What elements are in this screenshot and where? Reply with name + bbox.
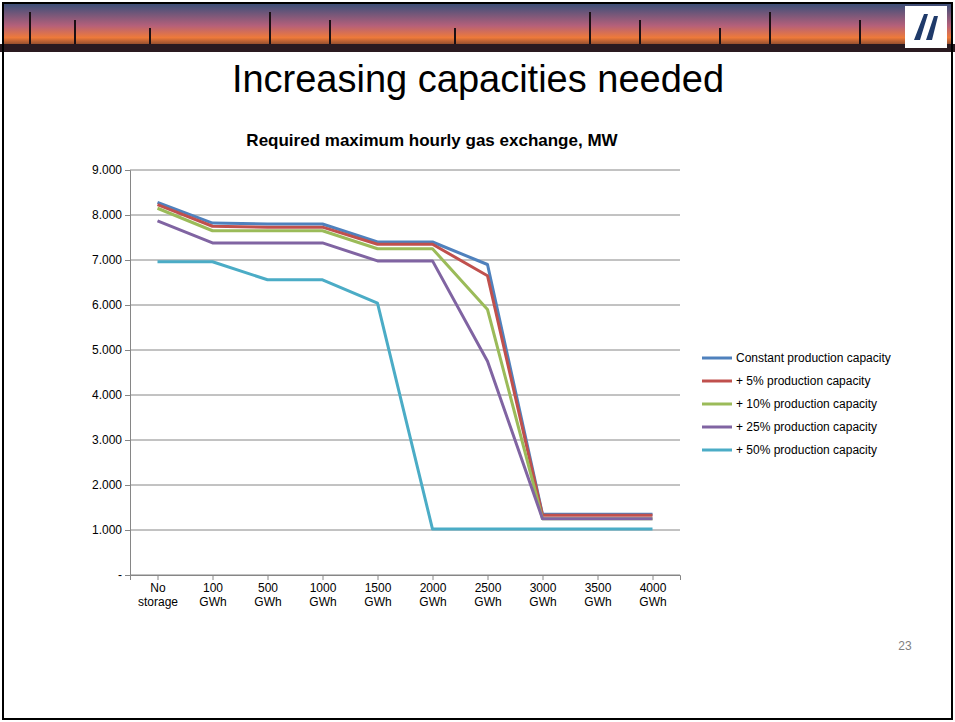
series-line: [158, 205, 653, 516]
logo-glyph: [914, 14, 938, 40]
legend-swatch: [702, 449, 732, 452]
legend-label: + 5% production capacity: [736, 374, 870, 388]
logo: [905, 6, 947, 48]
grid-line: [130, 305, 680, 306]
y-tick-mark: [125, 260, 130, 261]
x-tick-mark: [488, 575, 489, 580]
x-tick: 3500GWh: [584, 575, 611, 609]
legend-swatch: [702, 380, 732, 383]
y-tick-label: 4.000: [92, 388, 122, 402]
y-tick-mark: [125, 485, 130, 486]
x-tick-mark: [323, 575, 324, 580]
legend: Constant production capacity + 5% product…: [702, 351, 891, 457]
legend-swatch: [702, 403, 732, 406]
legend-swatch: [702, 426, 732, 429]
x-tick-mark: [213, 575, 214, 580]
y-tick-label: 7.000: [92, 253, 122, 267]
y-axis: - 1.000 2.000 3.000 4.000 5.000 6.000 7.000 8.00…: [92, 163, 131, 582]
x-tick: 2000GWh: [419, 575, 446, 609]
x-tick-label: Nostorage: [138, 581, 178, 609]
y-tick-mark: [125, 530, 130, 531]
x-tick-label: 2000GWh: [419, 581, 446, 609]
y-tick: 9.000: [92, 163, 130, 177]
x-tick-label: 3500GWh: [584, 581, 611, 609]
y-tick-label: 8.000: [92, 208, 122, 222]
grid: [130, 170, 680, 575]
y-tick: 2.000: [92, 478, 130, 492]
series-line: [158, 208, 653, 519]
x-tick-mark: [598, 575, 599, 580]
x-tick-label: 4000GWh: [639, 581, 666, 609]
slide: Increasing capacities needed Required max…: [0, 0, 955, 722]
x-tick: 1000GWh: [309, 575, 336, 609]
x-tick-mark: [433, 575, 434, 580]
x-tick: 100GWh: [199, 575, 226, 609]
banner-ground: [0, 44, 955, 52]
plot-lines: [158, 202, 653, 529]
grid-line: [130, 350, 680, 351]
y-tick-label: 5.000: [92, 343, 122, 357]
x-tick-mark: [653, 575, 654, 580]
y-tick: 6.000: [92, 298, 130, 312]
y-tick-mark: [125, 440, 130, 441]
slide-heading: Increasing capacities needed: [232, 58, 724, 100]
grid-line: [130, 395, 680, 396]
y-tick-label: 6.000: [92, 298, 122, 312]
x-tick-label: 3000GWh: [529, 581, 556, 609]
x-tick-label: 2500GWh: [474, 581, 501, 609]
y-tick-mark: [125, 575, 130, 576]
y-tick-mark: [125, 215, 130, 216]
x-tick: Nostorage: [138, 575, 178, 609]
y-tick-label: -: [118, 568, 122, 582]
y-tick-label: 3.000: [92, 433, 122, 447]
x-tick-mark: [268, 575, 269, 580]
y-tick-mark: [125, 170, 130, 171]
y-tick: 4.000: [92, 388, 130, 402]
y-tick: 5.000: [92, 343, 130, 357]
legend-label: + 10% production capacity: [736, 397, 877, 411]
grid-line: [130, 485, 680, 486]
x-tick-label: 100GWh: [199, 581, 226, 609]
legend-label: Constant production capacity: [736, 351, 891, 365]
x-axis-line: [131, 576, 681, 581]
y-tick-label: 2.000: [92, 478, 122, 492]
legend-label: + 50% production capacity: [736, 443, 877, 457]
x-tick-label: 1000GWh: [309, 581, 336, 609]
y-tick: 8.000: [92, 208, 130, 222]
grid-line: [130, 215, 680, 216]
grid-line: [130, 440, 680, 441]
y-tick-mark: [125, 305, 130, 306]
y-tick-label: 9.000: [92, 163, 122, 177]
grid-line: [130, 170, 680, 171]
y-tick: 7.000: [92, 253, 130, 267]
x-tick-label: 500GWh: [254, 581, 281, 609]
x-tick: 1500GWh: [364, 575, 391, 609]
y-tick-mark: [125, 350, 130, 351]
x-tick: 500GWh: [254, 575, 281, 609]
legend-swatch: [702, 357, 732, 360]
x-tick: 3000GWh: [529, 575, 556, 609]
y-tick: -: [118, 568, 130, 582]
x-tick-mark: [543, 575, 544, 580]
chart-title: Required maximum hourly gas exchange, MW: [246, 131, 618, 150]
page-number: 23: [898, 639, 912, 653]
x-axis: Nostorage 100GWh 500GWh 1000GWh 1500GWh 2000G…: [131, 575, 681, 609]
x-tick: 2500GWh: [474, 575, 501, 609]
x-tick-mark: [158, 575, 159, 580]
y-axis-line: [125, 171, 131, 576]
series-line: [158, 262, 653, 529]
slide-frame: [3, 3, 952, 719]
y-tick-label: 1.000: [92, 523, 122, 537]
legend-label: + 25% production capacity: [736, 420, 877, 434]
y-tick: 3.000: [92, 433, 130, 447]
y-tick-mark: [125, 395, 130, 396]
x-tick-mark: [378, 575, 379, 580]
x-tick-label: 1500GWh: [364, 581, 391, 609]
y-tick: 1.000: [92, 523, 130, 537]
x-tick: 4000GWh: [639, 575, 666, 609]
series-line: [158, 221, 653, 519]
